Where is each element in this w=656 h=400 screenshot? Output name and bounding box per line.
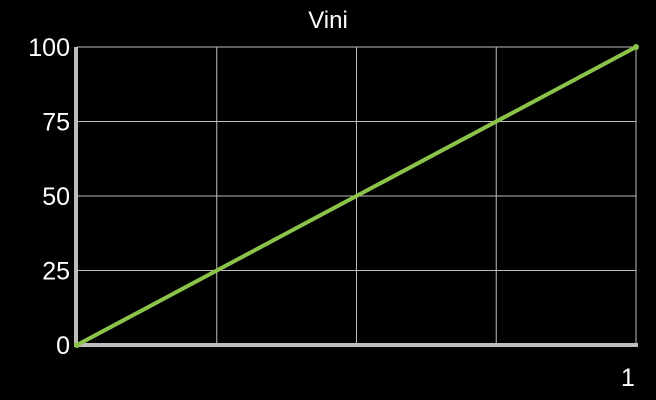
series-line [75,45,638,347]
series-layer [74,44,639,348]
data-point [633,44,639,50]
axes [74,47,638,347]
data-point [74,342,80,348]
y-tick-label: 75 [42,109,70,137]
y-tick-label: 0 [56,332,70,360]
y-tick-label: 25 [42,258,70,286]
y-tick-label: 50 [42,183,70,211]
x-tick-label: 1 [621,364,635,392]
chart-title: Vini [308,7,348,34]
tick-labels: 0 25 50 75 100 1 [28,34,635,392]
y-tick-label: 100 [28,34,70,62]
